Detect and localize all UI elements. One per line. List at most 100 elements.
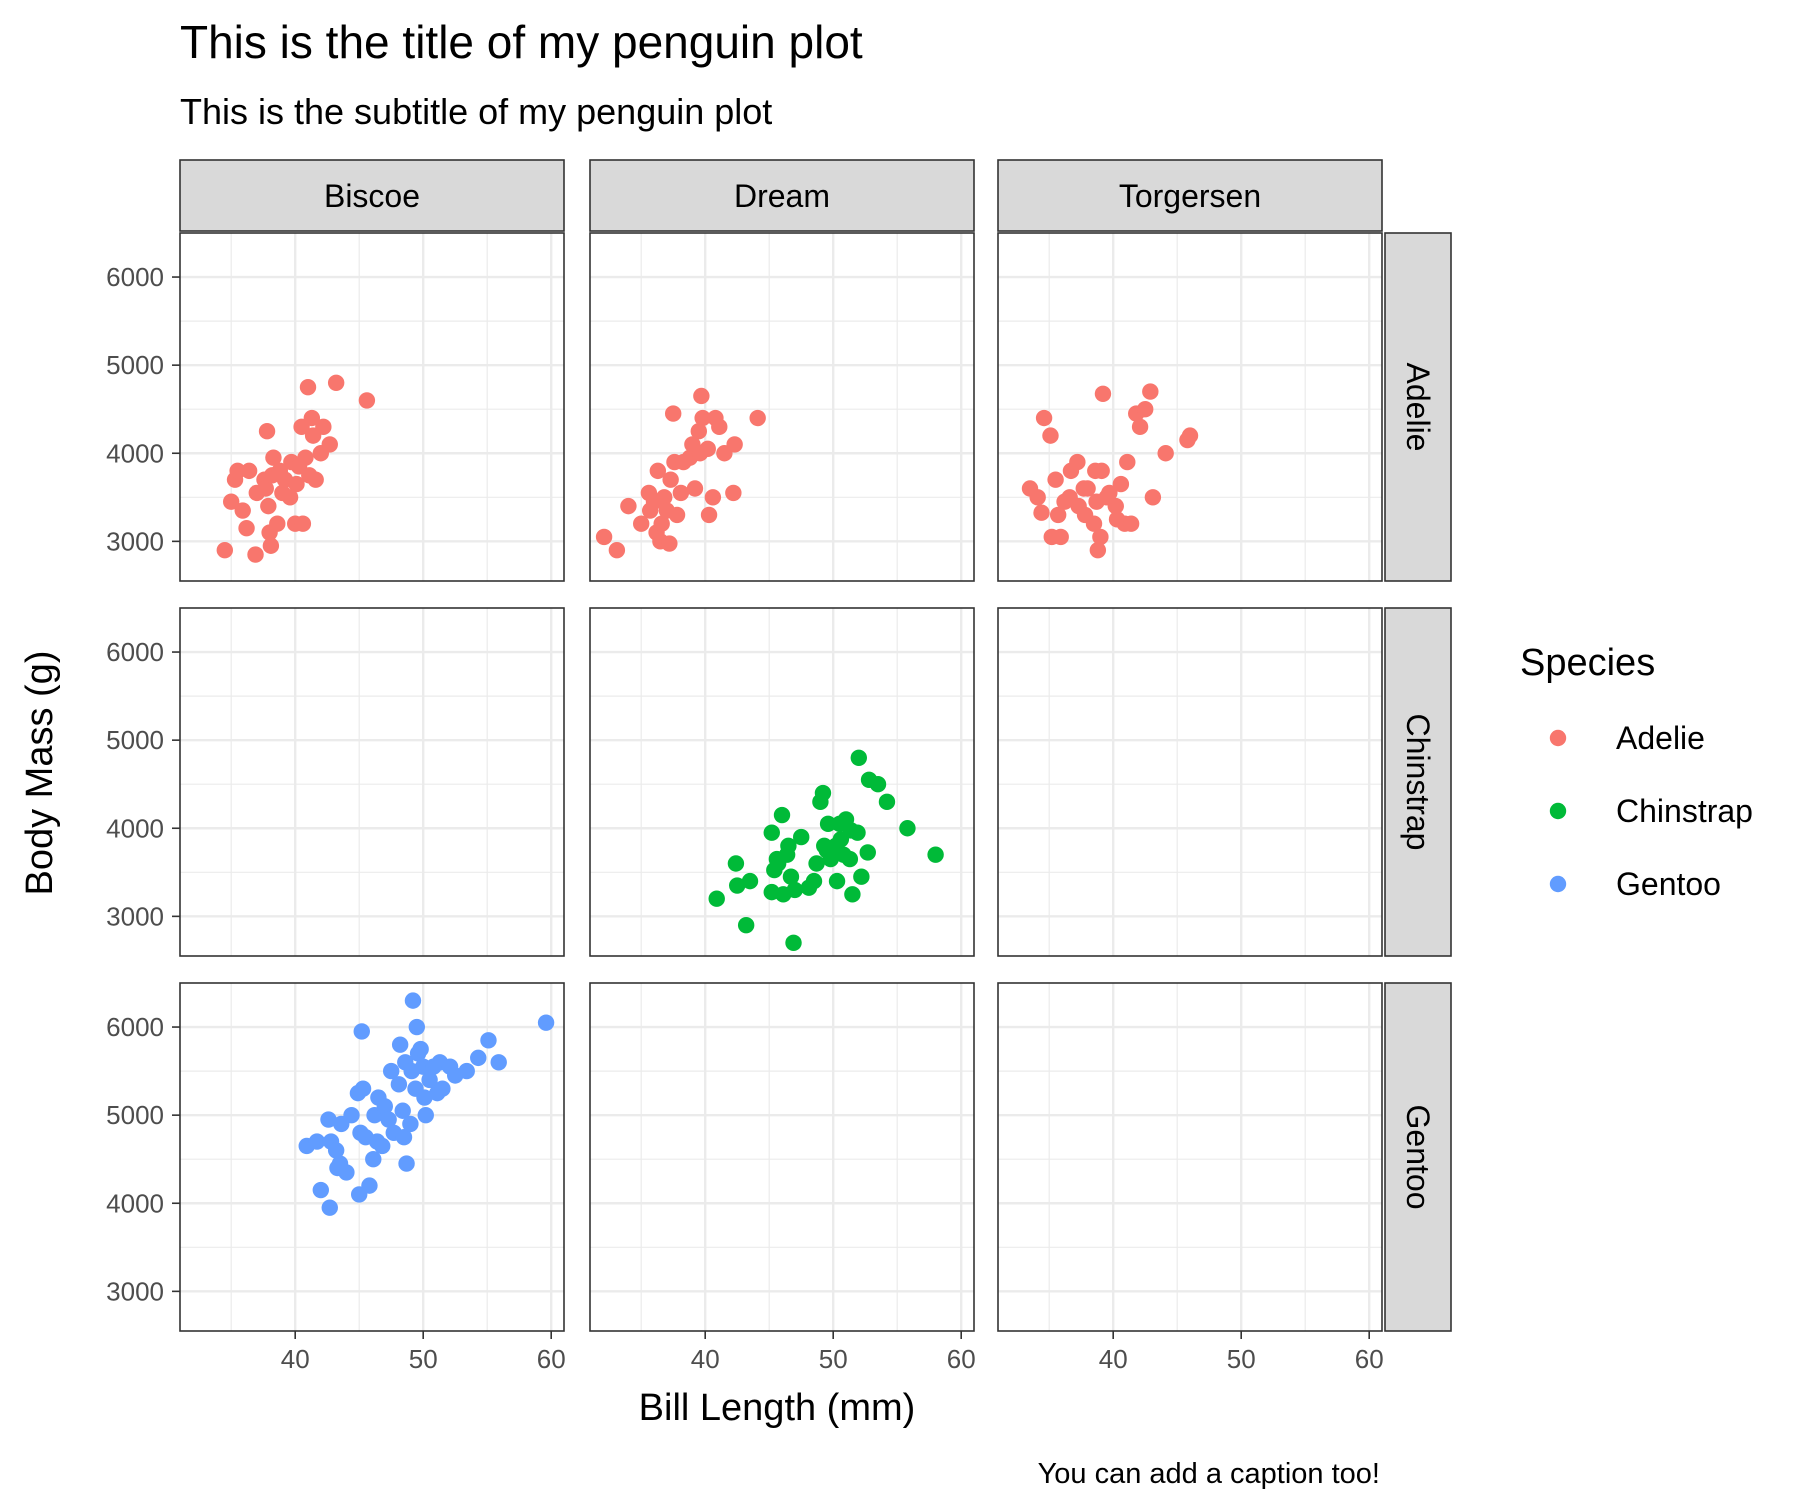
data-point-adelie [258,423,276,440]
data-point-adelie [299,378,317,396]
y-axis-title: Body Mass (g) [19,651,61,896]
data-point-adelie [1069,453,1086,471]
data-point-gentoo [376,1098,393,1115]
data-point-gentoo [470,1049,487,1067]
data-point-gentoo [408,1018,425,1036]
data-point-adelie [1137,401,1154,418]
data-point-adelie [265,449,282,466]
legend-label: Gentoo [1616,866,1721,902]
data-point-gentoo [365,1151,382,1168]
data-point-adelie [315,418,332,436]
panel-border [589,607,975,957]
y-tick-label: 5000 [106,350,164,380]
data-point-adelie [307,471,324,488]
data-point-gentoo [458,1062,475,1080]
data-point-adelie [686,480,704,497]
panel-chinstrap-torgersen [997,607,1383,957]
facet-strip-label: Gentoo [1400,1105,1436,1210]
panel-adelie-biscoe: 3000 4000 5000 6000 [106,232,565,582]
y-tick-label: 4000 [106,438,164,468]
data-point-adelie [1181,427,1199,444]
data-point-adelie [704,489,722,506]
data-point-gentoo [434,1080,451,1097]
data-point-adelie [229,462,246,480]
data-point-chinstrap [793,828,810,846]
data-point-adelie [281,489,299,506]
data-point-adelie [749,409,766,427]
panel-border [997,232,1383,582]
data-point-adelie [1142,383,1159,400]
data-point-adelie [1085,515,1103,532]
data-point-chinstrap [819,815,837,833]
legend-entry-adelie: Adelie [1549,720,1705,756]
data-point-gentoo [398,1155,415,1172]
data-point-chinstrap [859,844,876,861]
data-point-adelie [1049,506,1067,524]
data-point-adelie [1079,480,1096,497]
facet-strip-adelie [1384,232,1452,582]
data-point-chinstrap [727,855,745,872]
data-point-adelie [1107,497,1124,515]
facet-strip-label: Adelie [1400,363,1436,452]
panel-background [180,608,564,956]
data-point-gentoo [361,1177,378,1194]
legend-entry-gentoo: Gentoo [1549,866,1721,902]
data-point-gentoo [353,1023,370,1040]
data-point-chinstrap [785,934,802,951]
facet-strip-label: Biscoe [324,178,420,214]
data-point-chinstrap [853,868,870,885]
data-point-adelie [649,462,667,480]
data-point-adelie [595,528,613,546]
data-point-gentoo [308,1133,326,1150]
panel-gentoo-biscoe: 3000 4000 5000 6000 40 50 60 [106,982,566,1374]
y-tick-label: 6000 [106,637,164,667]
panel-background [590,983,974,1331]
legend-key [1549,802,1567,820]
data-point-chinstrap [805,872,823,890]
facet-panels: Biscoe Dream Torgersen Adelie Chinstrap Gento… [106,159,1452,1374]
data-point-adelie [1119,453,1136,471]
chart-subtitle: This is the subtitle of my penguin plot [180,91,772,132]
data-point-adelie [1131,418,1149,436]
facet-strip-dream [589,159,975,232]
data-point-adelie [726,436,743,453]
y-tick-label: 6000 [106,262,164,292]
data-point-adelie [358,392,376,409]
data-point-chinstrap [878,793,896,811]
data-point-chinstrap [814,784,832,802]
data-point-gentoo [391,1036,409,1053]
data-point-chinstrap [737,916,755,934]
panel-chinstrap-dream [589,607,975,957]
data-point-adelie [665,405,682,422]
panel-border [179,607,565,957]
data-point-adelie [1144,489,1162,506]
x-tick-label: 50 [819,1344,848,1374]
facet-strip-torgersen [997,159,1383,232]
x-tick-label: 40 [691,1344,720,1374]
data-point-adelie [223,493,240,510]
panel-border [179,982,565,1332]
data-point-chinstrap [808,855,825,872]
facet-strip-label: Chinstrap [1400,714,1436,851]
panel-adelie-torgersen [997,232,1383,582]
data-point-chinstrap [782,868,800,885]
data-point-adelie [216,541,233,559]
facet-strip-gentoo [1384,982,1452,1332]
data-point-adelie [247,546,264,563]
panel-border [179,232,565,582]
data-point-chinstrap [849,824,866,841]
data-point-gentoo [404,992,422,1009]
data-point-adelie [257,480,274,497]
data-point-adelie [269,515,286,532]
data-point-adelie [656,489,673,506]
panel-background [180,233,564,581]
data-point-adelie [327,374,345,391]
x-tick-label: 40 [1099,1344,1128,1374]
data-point-gentoo [383,1062,400,1080]
facet-strip-label: Dream [734,178,830,214]
y-tick-label: 3000 [106,526,164,556]
data-point-adelie [711,418,728,436]
data-point-gentoo [390,1076,408,1093]
data-point-gentoo [312,1181,329,1199]
